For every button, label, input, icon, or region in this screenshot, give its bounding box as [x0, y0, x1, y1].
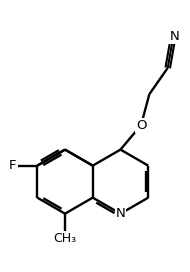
Text: CH₃: CH₃ — [53, 232, 77, 245]
Text: O: O — [136, 119, 146, 132]
Text: N: N — [169, 30, 179, 43]
Text: N: N — [116, 207, 125, 220]
Text: F: F — [9, 159, 17, 172]
